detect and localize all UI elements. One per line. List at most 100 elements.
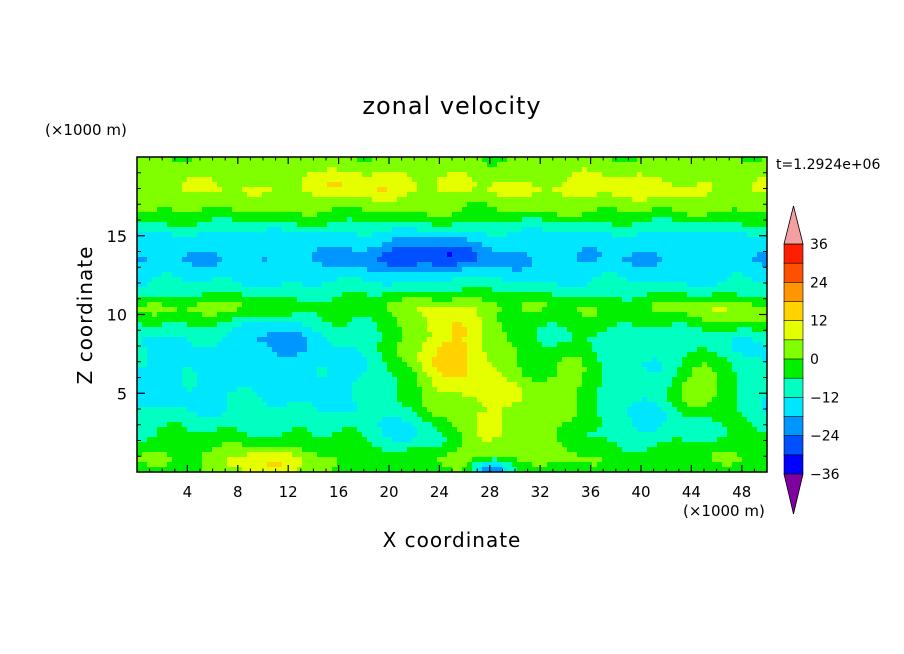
contour-cell	[532, 212, 538, 218]
contour-cell	[442, 187, 448, 193]
contour-cell	[477, 312, 483, 318]
contour-cell	[692, 317, 698, 323]
contour-cell	[502, 297, 508, 303]
contour-cell	[377, 342, 383, 348]
contour-cell	[542, 237, 548, 243]
contour-cell	[347, 312, 353, 318]
contour-cell	[147, 322, 153, 328]
contour-cell	[327, 277, 333, 283]
contour-cell	[637, 327, 643, 333]
contour-cell	[242, 192, 248, 198]
contour-cell	[202, 237, 208, 243]
contour-cell	[692, 307, 698, 313]
contour-cell	[162, 207, 168, 213]
contour-cell	[552, 247, 558, 253]
contour-cell	[272, 232, 278, 238]
contour-cell	[492, 327, 498, 333]
contour-cell	[327, 287, 333, 293]
contour-cell	[197, 262, 203, 268]
contour-cell	[247, 277, 253, 283]
contour-cell	[712, 307, 718, 313]
contour-cell	[397, 332, 403, 338]
contour-cell	[672, 267, 678, 273]
contour-cell	[597, 177, 603, 183]
contour-cell	[387, 327, 393, 333]
contour-cell	[262, 322, 268, 328]
contour-cell	[427, 267, 433, 273]
contour-cell	[267, 212, 273, 218]
contour-cell	[342, 297, 348, 303]
contour-cell	[242, 187, 248, 193]
contour-cell	[312, 252, 318, 258]
contour-cell	[557, 312, 563, 318]
contour-cell	[682, 287, 688, 293]
contour-cell	[307, 222, 313, 228]
contour-cell	[682, 172, 688, 178]
contour-cell	[742, 177, 748, 183]
contour-cell	[312, 262, 318, 268]
contour-cell	[207, 337, 213, 343]
contour-cell	[192, 277, 198, 283]
contour-cell	[442, 172, 448, 178]
contour-cell	[297, 222, 303, 228]
contour-cell	[412, 247, 418, 253]
contour-cell	[582, 177, 588, 183]
contour-cell	[327, 252, 333, 258]
contour-cell	[707, 177, 713, 183]
contour-cell	[432, 277, 438, 283]
contour-cell	[587, 162, 593, 168]
contour-cell	[667, 242, 673, 248]
contour-cell	[342, 322, 348, 328]
contour-cell	[512, 167, 518, 173]
contour-cell	[702, 237, 708, 243]
contour-cell	[657, 157, 663, 163]
contour-cell	[387, 232, 393, 238]
contour-cell	[307, 242, 313, 248]
contour-cell	[147, 302, 153, 308]
contour-cell	[412, 187, 418, 193]
contour-cell	[642, 207, 648, 213]
contour-cell	[712, 347, 718, 353]
contour-cell	[627, 287, 633, 293]
contour-cell	[267, 222, 273, 228]
contour-cell	[392, 242, 398, 248]
contour-cell	[752, 222, 758, 228]
contour-cell	[632, 162, 638, 168]
contour-cell	[212, 317, 218, 323]
contour-cell	[597, 317, 603, 323]
contour-cell	[272, 192, 278, 198]
contour-cell	[612, 217, 618, 223]
contour-cell	[447, 192, 453, 198]
contour-cell	[622, 267, 628, 273]
contour-cell	[157, 342, 163, 348]
contour-cell	[342, 267, 348, 273]
contour-cell	[472, 272, 478, 278]
contour-cell	[447, 307, 453, 313]
contour-cell	[487, 337, 493, 343]
contour-cell	[687, 332, 693, 338]
contour-cell	[487, 267, 493, 273]
contour-cell	[632, 187, 638, 193]
contour-cell	[667, 162, 673, 168]
contour-cell	[642, 312, 648, 318]
contour-cell	[207, 202, 213, 208]
contour-cell	[367, 352, 373, 358]
contour-cell	[522, 332, 528, 338]
contour-cell	[177, 187, 183, 193]
contour-cell	[522, 267, 528, 273]
contour-cell	[572, 327, 578, 333]
contour-cell	[222, 232, 228, 238]
contour-cell	[257, 172, 263, 178]
contour-cell	[232, 287, 238, 293]
contour-cell	[607, 312, 613, 318]
contour-cell	[542, 167, 548, 173]
contour-cell	[432, 172, 438, 178]
contour-cell	[577, 242, 583, 248]
contour-cell	[457, 292, 463, 298]
contour-cell	[742, 257, 748, 263]
contour-cell	[692, 232, 698, 238]
contour-cell	[607, 202, 613, 208]
contour-cell	[682, 337, 688, 343]
contour-cell	[662, 347, 668, 353]
contour-cell	[692, 227, 698, 233]
